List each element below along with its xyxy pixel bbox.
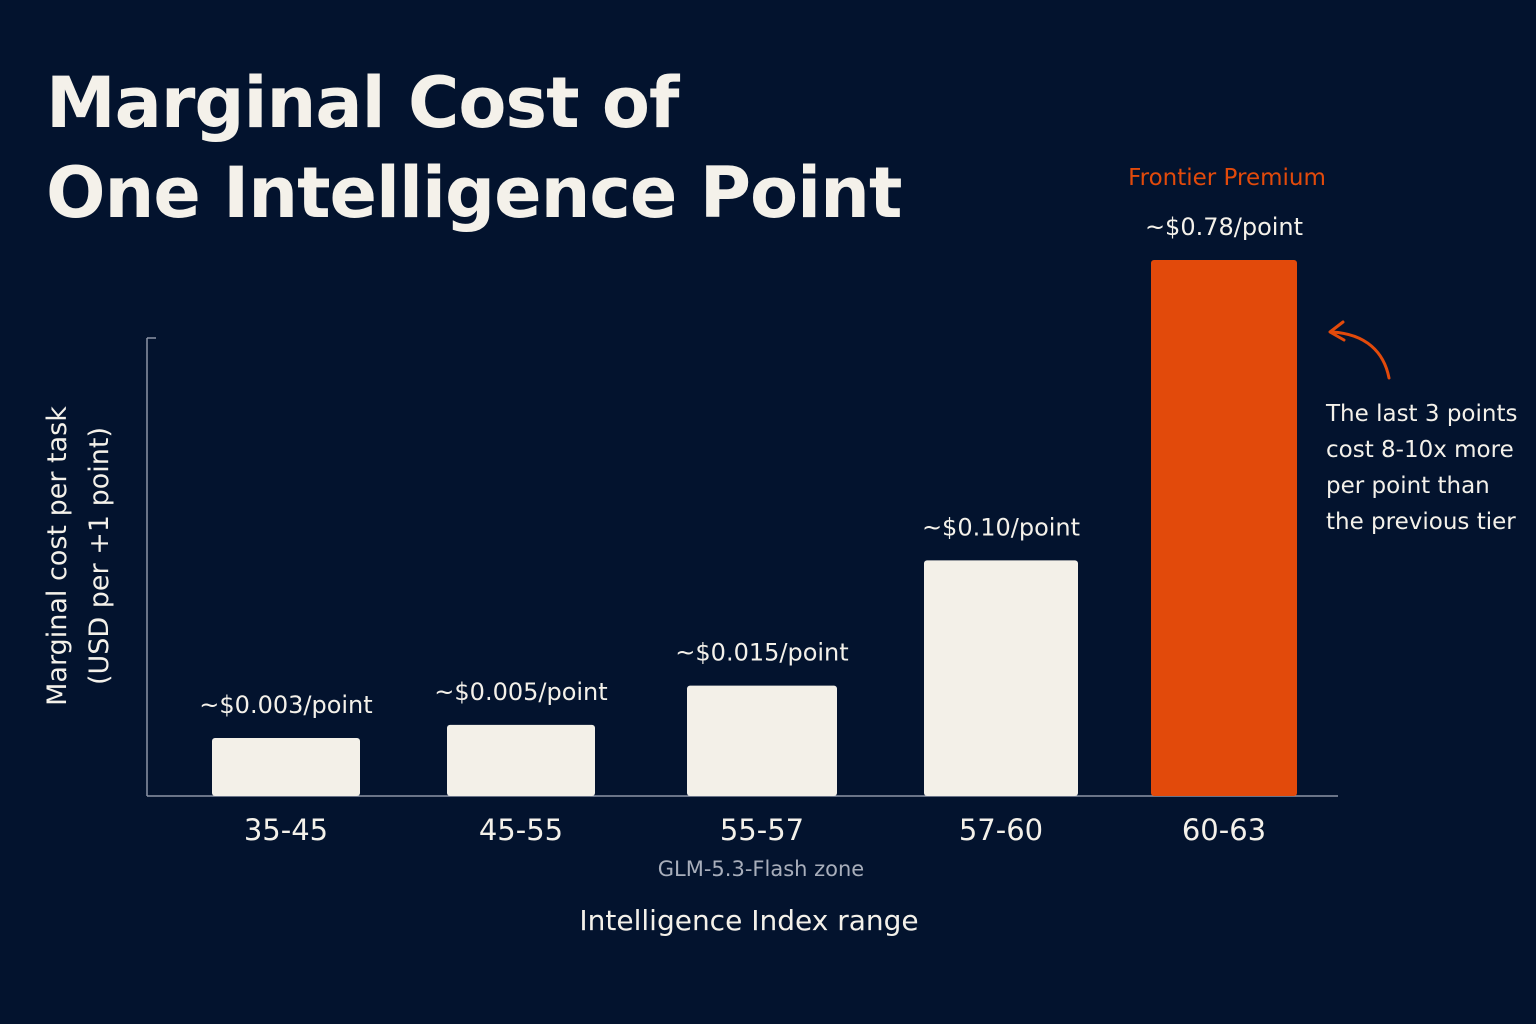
data-label: ~$0.005/point	[434, 678, 607, 706]
frontier-premium-label: Frontier Premium	[1128, 165, 1326, 191]
bar	[924, 560, 1078, 796]
y-axis-title-line-1: Marginal cost per task	[42, 406, 73, 706]
annotation-line: the previous tier	[1326, 509, 1516, 535]
annotation-line: per point than	[1326, 473, 1490, 499]
y-axis-title-line-2: (USD per +1 point)	[84, 427, 115, 685]
bar	[447, 724, 595, 796]
chart-title-line-1: Marginal Cost of	[46, 62, 679, 144]
annotation-line: The last 3 points	[1326, 401, 1518, 427]
frontier-annotation: The last 3 points cost 8-10x more per po…	[1326, 396, 1526, 540]
x-tick-label: 57-60	[959, 813, 1043, 847]
x-tick-label: 45-55	[479, 813, 563, 847]
data-label: ~$0.003/point	[199, 691, 372, 719]
data-label: ~$0.78/point	[1145, 213, 1303, 241]
zone-label: GLM-5.3-Flash zone	[658, 857, 864, 881]
bar	[687, 685, 837, 796]
chart-title: Marginal Cost of One Intelligence Point	[46, 58, 902, 238]
x-tick-label: 55-57	[720, 813, 804, 847]
annotation-arrow-curve	[1330, 330, 1391, 380]
data-label: ~$0.10/point	[922, 513, 1080, 541]
annotation-line: cost 8-10x more	[1326, 437, 1514, 463]
data-label: ~$0.015/point	[675, 639, 848, 667]
x-axis-title: Intelligence Index range	[579, 904, 918, 937]
bar	[212, 738, 360, 796]
chart-title-line-2: One Intelligence Point	[46, 152, 902, 234]
x-tick-label: 60-63	[1182, 813, 1266, 847]
bar-highlighted	[1151, 260, 1297, 796]
x-tick-label: 35-45	[244, 813, 328, 847]
annotation-arrow-head-icon	[1328, 320, 1346, 342]
